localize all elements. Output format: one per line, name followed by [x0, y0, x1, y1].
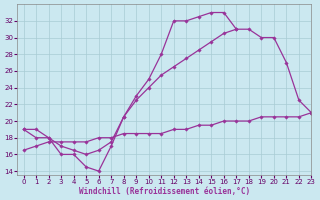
X-axis label: Windchill (Refroidissement éolien,°C): Windchill (Refroidissement éolien,°C): [79, 187, 250, 196]
